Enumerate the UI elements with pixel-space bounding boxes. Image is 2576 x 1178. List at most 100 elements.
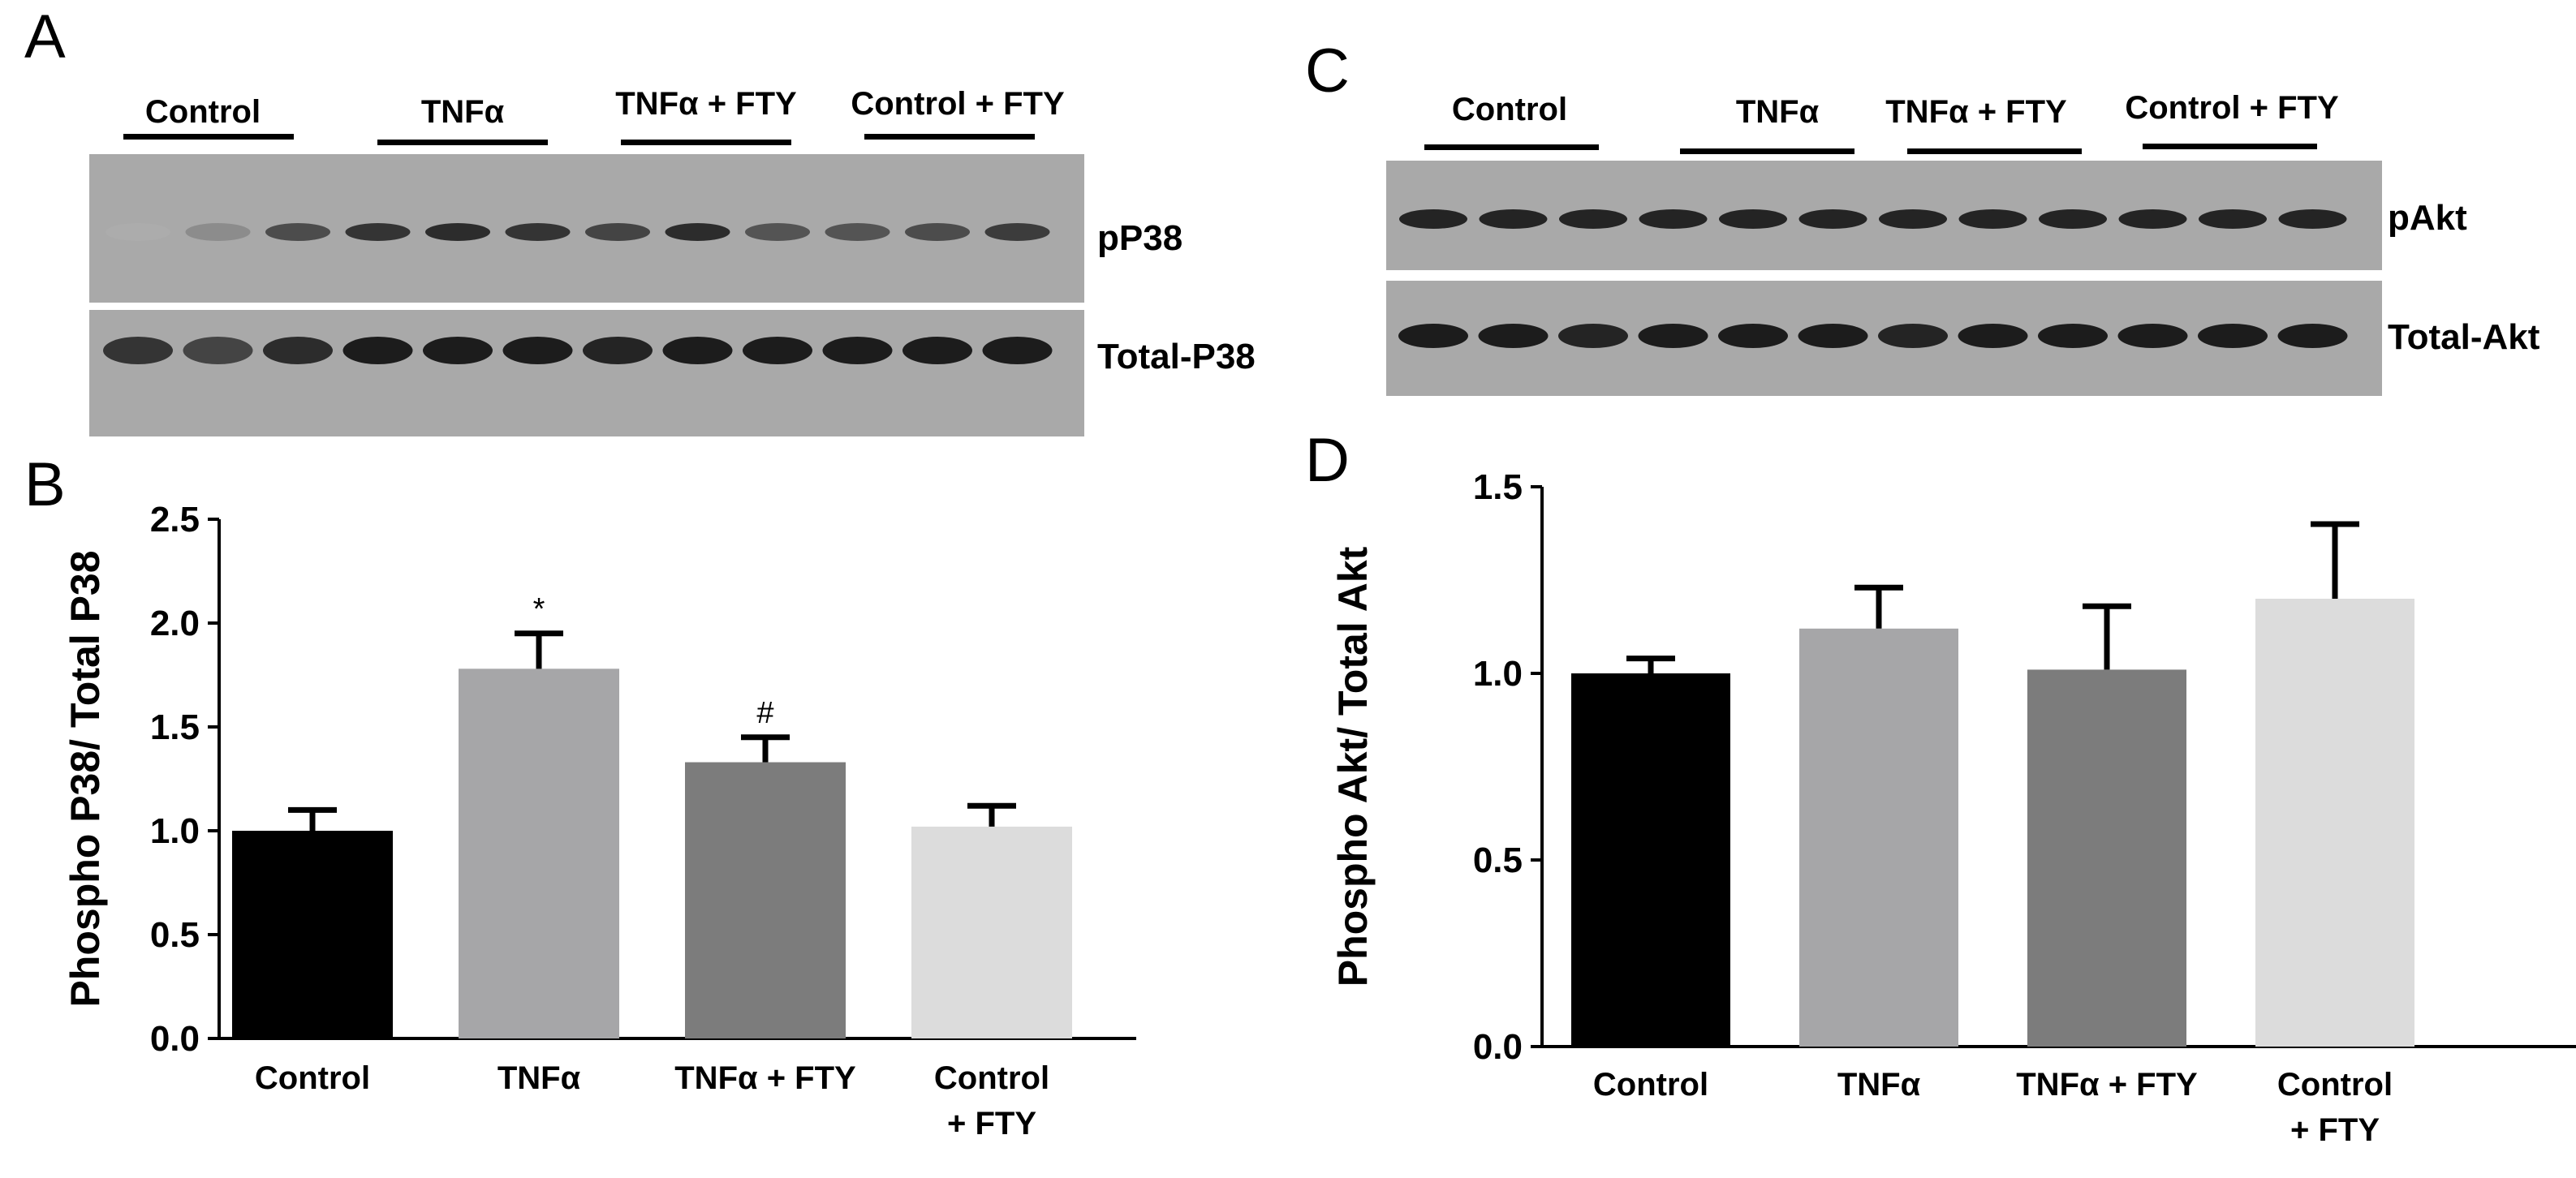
blot-band bbox=[1878, 324, 1948, 348]
blot-band bbox=[905, 223, 970, 241]
blot-band bbox=[1718, 324, 1788, 348]
blot-band bbox=[2038, 324, 2108, 348]
blot-a-group-bar bbox=[864, 134, 1035, 140]
blot-band bbox=[2198, 324, 2268, 348]
x-tick-label: TNFα + FTY bbox=[674, 1060, 856, 1096]
blot-band bbox=[2199, 209, 2267, 229]
panel-letter-d: D bbox=[1305, 426, 1350, 495]
blot-band bbox=[1639, 209, 1708, 229]
blot-a-group-label: Control bbox=[144, 94, 261, 130]
y-tick-label: 1.5 bbox=[150, 707, 200, 747]
bar bbox=[459, 669, 619, 1038]
blot-band bbox=[1958, 209, 2027, 229]
blot-band bbox=[183, 337, 253, 364]
blot-band bbox=[1479, 209, 1548, 229]
blot-band bbox=[822, 337, 893, 364]
blot-band bbox=[342, 337, 413, 364]
blot-c-group-bar bbox=[1424, 144, 1599, 150]
blot-band bbox=[1638, 324, 1708, 348]
x-tick-label: + FTY bbox=[947, 1106, 1036, 1141]
blot-c-band-label: pAkt bbox=[2388, 198, 2467, 238]
bar-chart-b: 0.0 0.5 1.0 1.5 2.0 2.5 Phospho P38/ Total P38… bbox=[0, 487, 1136, 1160]
blot-band bbox=[585, 223, 650, 241]
blot-band bbox=[423, 337, 493, 364]
bar bbox=[1571, 673, 1730, 1047]
bar-chart-b-svg: 0.0 0.5 1.0 1.5 2.0 2.5 Phospho P38/ Total P38… bbox=[62, 500, 1136, 1141]
x-tick-label: TNFα + FTY bbox=[2016, 1067, 2198, 1103]
blot-c-bottom-strip bbox=[1386, 281, 2382, 396]
bar bbox=[2255, 599, 2414, 1047]
x-tick-label: Control bbox=[2277, 1067, 2393, 1103]
blot-band bbox=[1558, 324, 1628, 348]
blot-band bbox=[2039, 209, 2107, 229]
blot-band bbox=[2118, 209, 2187, 229]
blot-a-bottom-strip bbox=[89, 310, 1084, 436]
blot-band bbox=[265, 223, 330, 241]
x-tick-label: Control bbox=[934, 1060, 1049, 1096]
blot-a-top-strip bbox=[89, 154, 1084, 303]
blot-band bbox=[825, 223, 890, 241]
y-axis-title: Phospho Akt/ Total Akt bbox=[1330, 546, 1376, 987]
blot-band bbox=[425, 223, 490, 241]
x-tick-label: TNFα bbox=[1837, 1067, 1921, 1103]
significance-marker: * bbox=[533, 592, 545, 626]
blot-band bbox=[1478, 324, 1549, 348]
blot-c-group-bar bbox=[2143, 144, 2317, 149]
blot-band bbox=[1798, 209, 1867, 229]
bar bbox=[232, 831, 393, 1038]
blot-band bbox=[662, 337, 733, 364]
y-axis-title: Phospho P38/ Total P38 bbox=[62, 550, 108, 1007]
blot-band bbox=[106, 223, 170, 241]
bar bbox=[2027, 669, 2186, 1047]
blot-c-group-bar bbox=[1680, 148, 1854, 154]
y-tick-label: 2.0 bbox=[150, 604, 200, 643]
bar-chart-d-svg: 0.0 0.5 1.0 1.5 Phospho Akt/ Total Akt Contro… bbox=[1330, 467, 2576, 1148]
blot-band bbox=[984, 223, 1050, 241]
blot-a-group-label: TNFα + FTY bbox=[615, 86, 797, 122]
y-tick-label: 0.0 bbox=[150, 1019, 200, 1059]
blot-band bbox=[2277, 324, 2348, 348]
blot-band bbox=[1398, 324, 1468, 348]
blot-band bbox=[2117, 324, 2188, 348]
y-tick-label: 0.5 bbox=[1473, 841, 1523, 880]
blot-band bbox=[902, 337, 972, 364]
significance-marker: # bbox=[756, 696, 773, 730]
bar-chart-d: 0.0 0.5 1.0 1.5 Phospho Akt/ Total Akt Contro… bbox=[1299, 454, 2576, 1168]
blot-band bbox=[745, 223, 810, 241]
panel-letter-b: B bbox=[24, 450, 66, 519]
blot-band bbox=[1559, 209, 1627, 229]
blot-c-group-label: Control bbox=[1451, 92, 1568, 127]
blot-c-group-label: Control + FTY bbox=[2125, 90, 2339, 126]
blot-a-group-bar bbox=[123, 134, 294, 140]
x-tick-label: + FTY bbox=[2290, 1112, 2380, 1148]
blot-band bbox=[502, 337, 573, 364]
blot-band bbox=[1879, 209, 1947, 229]
blot-a-group-bar bbox=[377, 140, 548, 145]
blot-band bbox=[1399, 209, 1467, 229]
blot-band bbox=[743, 337, 812, 364]
blot-band bbox=[665, 223, 730, 241]
bar bbox=[685, 762, 846, 1038]
panel-letter-c: C bbox=[1305, 37, 1350, 105]
blot-a-band-label: pP38 bbox=[1097, 218, 1183, 258]
blot-band bbox=[2278, 209, 2347, 229]
blot-band bbox=[505, 223, 571, 241]
bar bbox=[911, 826, 1072, 1038]
blot-c-top-strip bbox=[1386, 161, 2382, 270]
blot-a-band-label: Total-P38 bbox=[1097, 337, 1256, 376]
blot-band bbox=[263, 337, 333, 364]
y-tick-label: 0.0 bbox=[1473, 1027, 1523, 1067]
blot-c-group-label: TNFα + FTY bbox=[1885, 94, 2067, 130]
x-tick-label: TNFα bbox=[498, 1060, 581, 1096]
blot-band bbox=[1719, 209, 1787, 229]
y-tick-label: 0.5 bbox=[150, 915, 200, 955]
y-tick-label: 2.5 bbox=[150, 500, 200, 540]
y-tick-label: 1.5 bbox=[1473, 467, 1523, 507]
y-tick-label: 1.0 bbox=[150, 811, 200, 851]
blot-c-band-label: Total-Akt bbox=[2388, 317, 2540, 357]
blot-band bbox=[583, 337, 653, 364]
y-tick-label: 1.0 bbox=[1473, 654, 1523, 694]
x-tick-label: Control bbox=[1593, 1067, 1708, 1103]
bar bbox=[1799, 628, 1958, 1047]
blot-a-group-label: TNFα bbox=[420, 94, 505, 130]
